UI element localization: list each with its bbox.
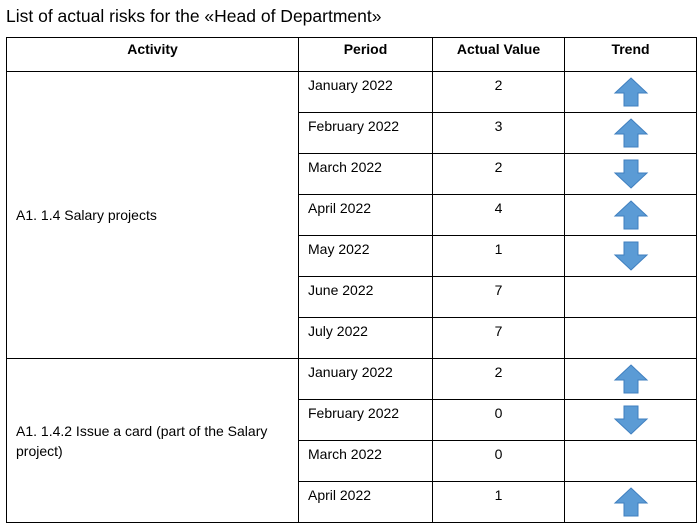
table-row: July 2022 7 <box>7 317 697 359</box>
table-row: A1. 1.4 Salary projects January 2022 2 <box>6 71 697 359</box>
trend-cell <box>564 440 697 482</box>
period-cell: June 2022 <box>298 276 433 318</box>
actual-value-cell: 7 <box>432 317 565 359</box>
period-cell: January 2022 <box>298 358 433 400</box>
trend-cell <box>564 358 697 400</box>
arrow-up-icon <box>613 364 649 394</box>
trend-cell <box>564 153 697 195</box>
trend-cell <box>564 276 697 318</box>
arrow-up-icon <box>613 118 649 148</box>
period-cell: July 2022 <box>298 317 433 359</box>
document-title: List of actual risks for the «Head of De… <box>6 6 382 26</box>
period-cell: March 2022 <box>298 153 433 195</box>
actual-value-cell: 1 <box>432 481 565 523</box>
table-row: February 2022 0 <box>7 399 697 441</box>
table-row: April 2022 1 <box>7 481 697 523</box>
trend-cell <box>564 481 697 523</box>
actual-value-cell: 2 <box>432 153 565 195</box>
trend-cell <box>564 317 697 359</box>
actual-value-cell: 7 <box>432 276 565 318</box>
arrow-up-icon <box>613 77 649 107</box>
arrow-up-icon <box>613 487 649 517</box>
trend-cell <box>564 235 697 277</box>
column-header-trend: Trend <box>564 37 697 72</box>
actual-value-cell: 3 <box>432 112 565 154</box>
column-header-actual-value: Actual Value <box>432 37 565 72</box>
actual-value-cell: 0 <box>432 399 565 441</box>
trend-cell <box>564 112 697 154</box>
table-row: March 2022 2 <box>7 153 697 195</box>
arrow-down-icon <box>613 405 649 435</box>
period-cell: January 2022 <box>298 71 433 113</box>
period-cell: February 2022 <box>298 399 433 441</box>
header-row: Activity Period Actual Value Trend <box>6 37 697 72</box>
table-row: April 2022 4 <box>7 194 697 236</box>
period-cell: February 2022 <box>298 112 433 154</box>
trend-cell <box>564 71 697 113</box>
trend-cell <box>564 399 697 441</box>
arrow-down-icon <box>613 241 649 271</box>
period-cell: March 2022 <box>298 440 433 482</box>
table-row: May 2022 1 <box>7 235 697 277</box>
table-body: A1. 1.4 Salary projects January 2022 2 Febr… <box>6 71 697 523</box>
arrow-down-icon <box>613 159 649 189</box>
activity-cell: A1. 1.4.2 Issue a card (part of the Sala… <box>6 358 299 523</box>
actual-value-cell: 0 <box>432 440 565 482</box>
actual-value-cell: 2 <box>432 358 565 400</box>
column-header-activity: Activity <box>6 37 299 72</box>
actual-value-cell: 4 <box>432 194 565 236</box>
period-cell: April 2022 <box>298 194 433 236</box>
table-row: A1. 1.4.2 Issue a card (part of the Sala… <box>6 358 697 523</box>
actual-value-cell: 1 <box>432 235 565 277</box>
arrow-up-icon <box>613 200 649 230</box>
column-header-period: Period <box>298 37 433 72</box>
table-row: February 2022 3 <box>7 112 697 154</box>
trend-cell <box>564 194 697 236</box>
activity-cell: A1. 1.4 Salary projects <box>6 71 299 359</box>
actual-value-cell: 2 <box>432 71 565 113</box>
period-cell: April 2022 <box>298 481 433 523</box>
risks-table: Activity Period Actual Value Trend A1. 1… <box>6 37 697 523</box>
period-cell: May 2022 <box>298 235 433 277</box>
